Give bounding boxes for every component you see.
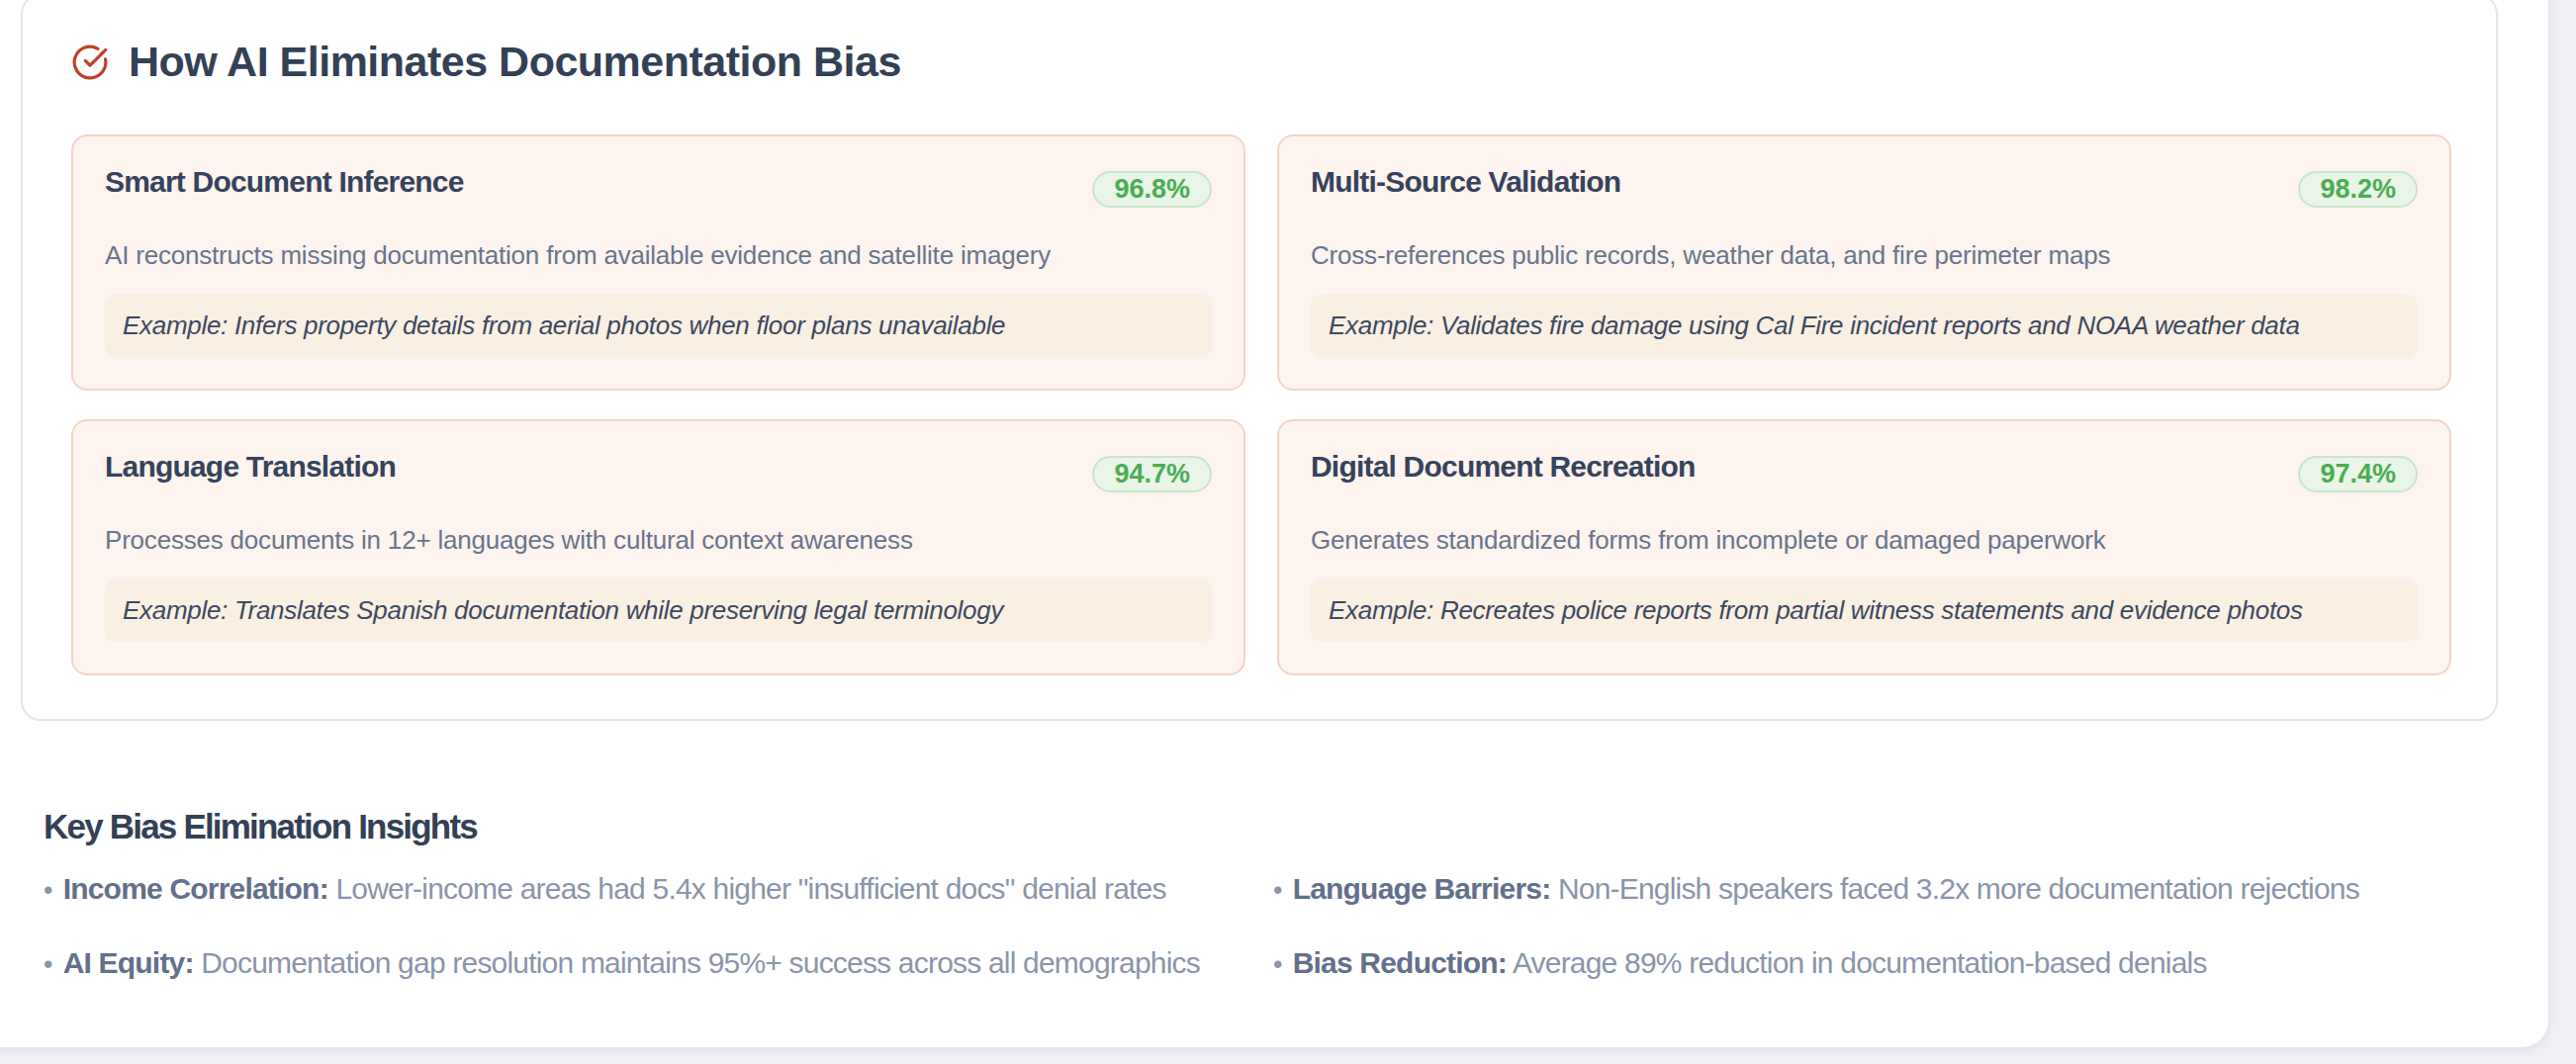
bullet-icon: •: [1273, 949, 1282, 979]
bullet-icon: •: [1273, 875, 1282, 905]
card-title: Smart Document Inference: [105, 162, 464, 202]
insight-item: •Bias Reduction: Average 89% reduction i…: [1273, 942, 2517, 985]
accuracy-badge: 98.2%: [2298, 171, 2418, 208]
section-title: How AI Eliminates Documentation Bias: [129, 38, 901, 86]
capability-card: Multi-Source Validation 98.2% Cross-refe…: [1277, 134, 2451, 391]
insights-title: Key Bias Elimination Insights: [44, 807, 2517, 846]
insight-item: •AI Equity: Documentation gap resolution…: [44, 942, 1273, 985]
capability-card: Smart Document Inference 96.8% AI recons…: [71, 134, 1245, 391]
card-title: Digital Document Recreation: [1311, 447, 1695, 487]
capability-cards-grid: Smart Document Inference 96.8% AI recons…: [71, 134, 2451, 675]
card-example: Example: Infers property details from ae…: [105, 295, 1212, 357]
bullet-icon: •: [44, 875, 52, 905]
card-title: Multi-Source Validation: [1311, 162, 1620, 202]
accuracy-badge: 97.4%: [2298, 456, 2418, 492]
card-example: Example: Validates fire damage using Cal…: [1311, 295, 2418, 357]
check-circle-icon: [71, 44, 109, 81]
bullet-icon: •: [44, 949, 52, 979]
card-example: Example: Translates Spanish documentatio…: [105, 579, 1212, 642]
insight-item: •Language Barriers: Non-English speakers…: [1273, 868, 2517, 911]
insights-section: Key Bias Elimination Insights •Income Co…: [44, 807, 2517, 985]
insight-item: •Income Correlation: Lower-income areas …: [44, 868, 1273, 911]
capability-card: Digital Document Recreation 97.4% Genera…: [1277, 419, 2451, 675]
capability-card: Language Translation 94.7% Processes doc…: [71, 419, 1245, 675]
page-content: How AI Eliminates Documentation Bias Sma…: [0, 0, 2576, 1064]
card-description: Processes documents in 12+ languages wit…: [105, 523, 1212, 557]
section-header: How AI Eliminates Documentation Bias: [71, 38, 901, 86]
card-description: AI reconstructs missing documentation fr…: [105, 238, 1212, 272]
card-title: Language Translation: [105, 447, 396, 487]
card-example: Example: Recreates police reports from p…: [1311, 579, 2418, 642]
insights-grid: •Income Correlation: Lower-income areas …: [44, 868, 2517, 985]
card-description: Cross-references public records, weather…: [1311, 238, 2418, 272]
card-description: Generates standardized forms from incomp…: [1311, 523, 2418, 557]
accuracy-badge: 94.7%: [1092, 456, 1212, 492]
accuracy-badge: 96.8%: [1092, 171, 1212, 208]
